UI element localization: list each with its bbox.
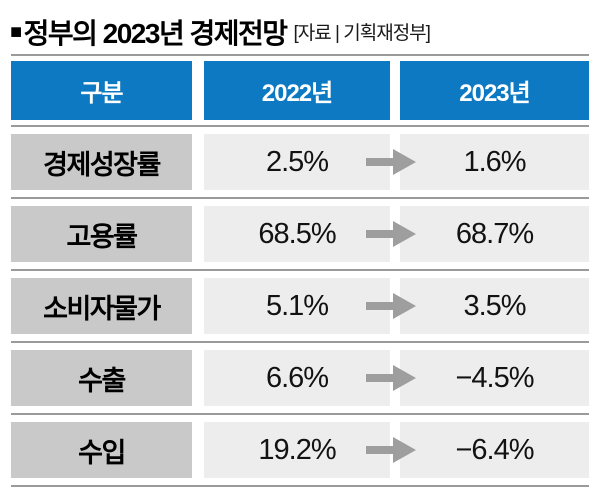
table-row-imports: 수입 19.2% −6.4% — [11, 415, 589, 485]
value-2023: −6.4% — [400, 422, 589, 478]
divider — [11, 413, 589, 415]
table-row-employment: 고용률 68.5% 68.7% — [11, 199, 589, 269]
row-label: 경제성장률 — [11, 134, 192, 190]
page-title: ■ 정부의 2023년 경제전망 [자료 | 기획재정부] — [0, 0, 600, 54]
value-2023: 68.7% — [400, 206, 589, 262]
divider — [11, 197, 589, 199]
divider — [11, 54, 589, 56]
header-cell-category: 구분 — [11, 61, 192, 120]
value-2023: 1.6% — [400, 134, 589, 190]
header-cell-2023: 2023년 — [400, 61, 589, 120]
row-label: 수입 — [11, 422, 192, 478]
value-2023: 3.5% — [400, 278, 589, 334]
value-2022: 2.5% — [204, 134, 390, 190]
right-arrow-icon — [366, 149, 416, 175]
row-label: 수출 — [11, 350, 192, 406]
value-2022: 19.2% — [204, 422, 390, 478]
right-arrow-icon — [366, 437, 416, 463]
square-bullet-icon: ■ — [10, 20, 22, 43]
right-arrow-icon — [366, 365, 416, 391]
value-2022: 6.6% — [204, 350, 390, 406]
title-text: 정부의 2023년 경제전망 — [23, 17, 288, 49]
divider — [11, 341, 589, 343]
value-2023: −4.5% — [400, 350, 589, 406]
value-2022: 5.1% — [204, 278, 390, 334]
table-row-cpi: 소비자물가 5.1% 3.5% — [11, 271, 589, 341]
value-2022: 68.5% — [204, 206, 390, 262]
divider — [11, 485, 589, 487]
row-label: 고용률 — [11, 206, 192, 262]
right-arrow-icon — [366, 221, 416, 247]
divider — [11, 269, 589, 271]
right-arrow-icon — [366, 293, 416, 319]
divider — [11, 125, 589, 127]
source-label: [자료 | 기획재정부] — [293, 23, 431, 44]
table-row-growth: 경제성장률 2.5% 1.6% — [11, 127, 589, 197]
outlook-table: 구분 2022년 2023년 경제성장률 2.5% 1.6% 고용률 68.5%… — [11, 54, 589, 487]
header-cell-2022: 2022년 — [204, 61, 390, 120]
row-label: 소비자물가 — [11, 278, 192, 334]
table-row-exports: 수출 6.6% −4.5% — [11, 343, 589, 413]
table-header-row: 구분 2022년 2023년 — [11, 56, 589, 125]
